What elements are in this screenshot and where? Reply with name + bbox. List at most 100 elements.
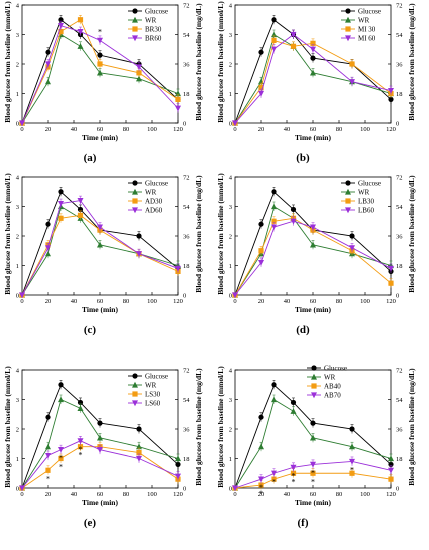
x-tick-label: 100: [147, 298, 157, 305]
data-point: [290, 43, 297, 49]
y-tick-label: 4: [229, 367, 233, 374]
significance-marker: *: [46, 474, 50, 483]
data-point: [310, 434, 316, 441]
data-point: [258, 248, 264, 254]
data-point: [136, 426, 142, 432]
x-tick-label: 20: [258, 126, 265, 133]
legend-label: WR: [358, 16, 370, 24]
data-point: [45, 443, 51, 450]
data-point: [271, 382, 277, 388]
y-axis-label: Blood glucose from baseline (mmol/L): [216, 366, 225, 488]
y-right-tick-label: 72: [396, 367, 403, 374]
x-tick-label: 20: [45, 126, 52, 133]
legend-marker: [311, 373, 317, 380]
y-tick-label: 3: [229, 32, 232, 39]
x-tick-label: 60: [97, 491, 104, 498]
data-point: [310, 420, 316, 426]
significance-marker: *: [59, 454, 63, 463]
data-point: [232, 485, 238, 492]
data-point: [349, 245, 355, 251]
significance-marker: *: [292, 471, 296, 480]
legend-label: BR60: [145, 34, 162, 42]
data-point: [271, 17, 277, 23]
y-right-tick-label: 0: [396, 485, 399, 492]
data-point: [258, 221, 264, 227]
y-tick-label: 3: [229, 397, 232, 404]
data-point: [58, 215, 64, 221]
significance-marker: *: [98, 27, 102, 36]
legend-marker: [132, 391, 138, 397]
data-point: [271, 396, 277, 403]
series-wr: [19, 201, 181, 298]
significance-marker: *: [59, 463, 63, 472]
data-point: [97, 224, 103, 231]
y-tick-label: 0: [16, 292, 19, 299]
data-point: [97, 420, 103, 426]
data-point: [258, 85, 264, 91]
legend-label: Glucose: [145, 7, 168, 15]
data-point: [45, 221, 51, 227]
data-point: [258, 414, 264, 420]
x-tick-label: 60: [310, 298, 317, 305]
data-point: [290, 470, 297, 476]
data-point: [258, 482, 264, 488]
series-glucose: [19, 380, 181, 491]
legend-marker: [311, 365, 317, 371]
legend-label: Glucose: [324, 364, 347, 372]
data-point: [271, 476, 277, 482]
series-mi-60: [232, 29, 394, 127]
x-tick-label: 100: [360, 298, 370, 305]
x-tick-label: 60: [97, 126, 104, 133]
y-axis-label-right: Blood glucose from baseline (mg/dL): [407, 175, 416, 293]
y-right-tick-label: 54: [183, 32, 190, 39]
significance-marker: *: [292, 477, 296, 486]
data-point: [349, 233, 355, 239]
y-right-tick-label: 72: [183, 2, 190, 9]
y-tick-label: 2: [229, 426, 232, 433]
data-point: [232, 120, 238, 127]
data-point: [97, 61, 103, 67]
y-right-tick-label: 18: [183, 91, 190, 98]
data-point: [271, 37, 277, 43]
data-point: [271, 46, 277, 53]
data-point: [290, 464, 297, 471]
legend-marker: [132, 180, 138, 186]
y-axis-label-right: Blood glucose from baseline (mg/dL): [407, 368, 416, 486]
x-tick-label: 40: [284, 491, 291, 498]
legend-label: WR: [358, 188, 370, 196]
data-point: [136, 233, 142, 239]
y-tick-label: 2: [229, 233, 232, 240]
data-point: [58, 447, 64, 453]
data-point: [271, 31, 277, 38]
x-tick-label: 120: [386, 126, 396, 133]
data-point: [271, 189, 277, 195]
data-point: [45, 245, 51, 251]
legend-marker: [345, 207, 351, 214]
data-point: [77, 438, 84, 444]
data-point: [58, 455, 64, 462]
data-point: [258, 476, 264, 483]
series-lb60: [232, 216, 394, 299]
data-point: [290, 218, 297, 225]
y-axis-label: Blood glucose from baseline (mmol/L): [216, 173, 225, 295]
x-axis-label: Time (min): [295, 305, 331, 314]
data-point: [45, 250, 51, 257]
data-point: [97, 241, 103, 248]
x-tick-label: 120: [173, 491, 183, 498]
data-point: [45, 452, 51, 459]
data-point: [136, 75, 142, 82]
x-tick-label: 20: [258, 298, 265, 305]
data-point: [232, 292, 238, 299]
legend-marker: [132, 16, 138, 23]
y-tick-label: 1: [16, 456, 19, 463]
x-tick-label: 80: [336, 126, 343, 133]
y-tick-label: 1: [229, 263, 232, 270]
data-point: [271, 218, 277, 224]
x-tick-label: 120: [386, 491, 396, 498]
data-point: [349, 426, 355, 432]
y-right-tick-label: 36: [183, 426, 190, 433]
significance-marker: *: [259, 489, 263, 498]
